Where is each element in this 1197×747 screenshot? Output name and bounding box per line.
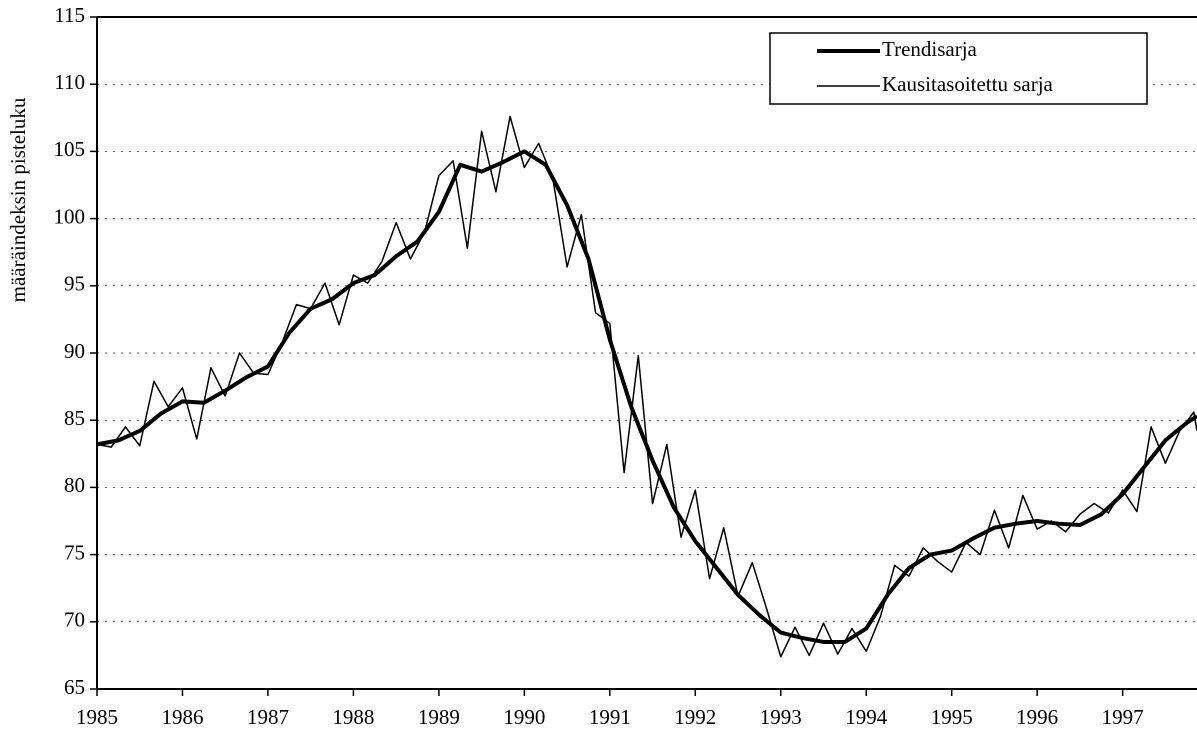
y-axis-label: määräindeksin pisteluku [6, 97, 30, 302]
y-tick-label: 75 [64, 540, 85, 564]
legend-label: Kausitasoitettu sarja [882, 72, 1054, 96]
y-tick-label: 110 [54, 70, 85, 94]
x-tick-label: 1993 [760, 705, 802, 729]
y-tick-label: 105 [54, 137, 86, 161]
y-tick-label: 80 [64, 473, 85, 497]
y-tick-label: 90 [64, 339, 85, 363]
x-tick-label: 1996 [1016, 705, 1058, 729]
y-tick-label: 65 [64, 675, 85, 699]
y-tick-label: 85 [64, 406, 85, 430]
y-tick-label: 115 [54, 3, 85, 27]
x-tick-label: 1991 [589, 705, 631, 729]
y-tick-label: 95 [64, 272, 85, 296]
y-tick-label: 70 [64, 608, 85, 632]
x-tick-label: 1990 [503, 705, 545, 729]
data-line [96, 115, 1197, 658]
y-tick-label: 100 [54, 204, 86, 228]
x-tick-label: 1987 [247, 705, 289, 729]
data-line [96, 149, 1197, 644]
x-tick-label: 1985 [76, 705, 118, 729]
x-tick-label: 1988 [332, 705, 374, 729]
legend-box [769, 32, 1148, 105]
x-tick-label: 1997 [1102, 705, 1144, 729]
x-tick-label: 1989 [418, 705, 460, 729]
legend-label: Trendisarja [882, 37, 978, 61]
x-tick-label: 1994 [845, 705, 888, 729]
x-tick-label: 1995 [931, 705, 973, 729]
x-tick-label: 1986 [161, 705, 203, 729]
x-tick-label: 1992 [674, 705, 716, 729]
